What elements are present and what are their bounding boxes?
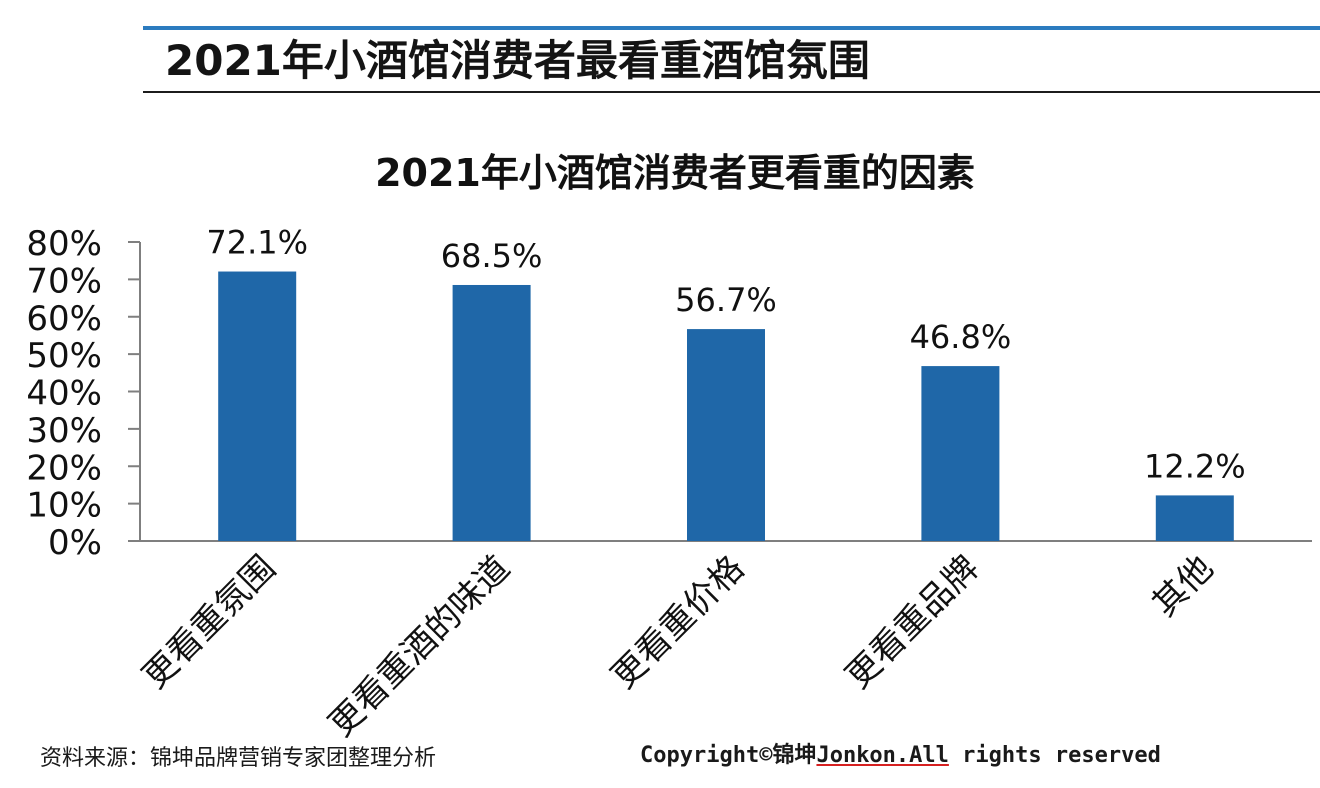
data-label: 46.8% <box>910 318 1012 356</box>
y-tick-label: 0% <box>48 523 102 563</box>
x-tick-label: 更看重价格 <box>604 548 752 696</box>
data-labels: 72.1% 68.5% 56.7% 46.8% 12.2% <box>206 224 1245 486</box>
y-tick-label: 70% <box>26 261 102 301</box>
copyright-note: Copyright©锦坤Jonkon.All rights reserved <box>640 740 1161 772</box>
x-tick-label: 更看重酒的味道 <box>321 548 518 740</box>
bar <box>452 284 531 541</box>
x-axis-labels: 更看重氛围 更看重酒的味道 更看重价格 更看重品牌 其他 <box>135 548 1221 740</box>
bar-chart: 2021年小酒馆消费者更看重的因素 0%10%20%30%40%50%60%70… <box>26 151 1312 740</box>
bar <box>687 329 765 541</box>
y-axis: 0%10%20%30%40%50%60%70%80% <box>26 224 1312 563</box>
data-label: 68.5% <box>441 237 543 275</box>
source-note: 资料来源：锦坤品牌营销专家团整理分析 <box>40 746 437 771</box>
x-tick-label: 其他 <box>1145 548 1221 624</box>
data-label: 72.1% <box>206 224 308 262</box>
y-tick-label: 80% <box>26 224 102 264</box>
x-tick-label: 更看重品牌 <box>838 548 986 696</box>
y-tick-label: 40% <box>26 374 102 414</box>
y-tick-label: 30% <box>26 411 102 451</box>
bar <box>921 366 1000 541</box>
y-tick-label: 20% <box>26 448 102 488</box>
copyright-brand: Jonkon.All <box>816 743 949 768</box>
bar <box>1155 495 1234 541</box>
bar <box>218 271 297 541</box>
data-label: 12.2% <box>1144 447 1246 485</box>
data-label: 56.7% <box>675 281 777 319</box>
bars <box>218 271 1234 541</box>
copyright-prefix: Copyright©锦坤 <box>640 743 817 768</box>
x-tick-label: 更看重氛围 <box>135 548 283 696</box>
page-title: 2021年小酒馆消费者最看重酒馆氛围 <box>165 36 870 85</box>
chart-title: 2021年小酒馆消费者更看重的因素 <box>375 151 975 195</box>
y-tick-label: 60% <box>26 299 102 339</box>
y-tick-label: 10% <box>26 486 102 526</box>
header-top-rule <box>143 26 1320 30</box>
y-tick-label: 50% <box>26 336 102 376</box>
header-bottom-rule <box>143 91 1320 93</box>
copyright-suffix: rights reserved <box>948 743 1161 768</box>
